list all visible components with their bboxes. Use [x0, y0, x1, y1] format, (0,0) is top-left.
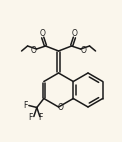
Text: O: O [72, 29, 77, 37]
Text: F: F [24, 101, 28, 110]
Text: O: O [81, 45, 86, 55]
Text: O: O [40, 29, 46, 37]
Text: F: F [29, 113, 33, 123]
Text: F: F [39, 113, 43, 123]
Text: O: O [31, 45, 36, 55]
Text: O: O [58, 103, 64, 111]
